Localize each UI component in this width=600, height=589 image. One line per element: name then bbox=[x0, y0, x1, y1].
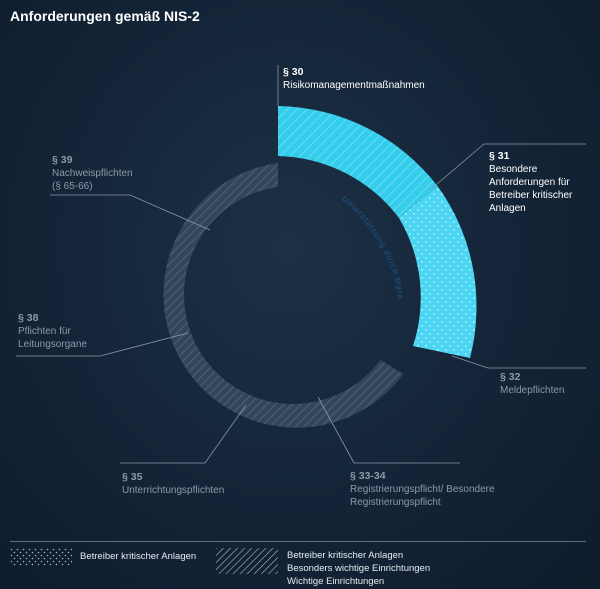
page-title: Anforderungen gemäß NIS-2 bbox=[10, 8, 200, 24]
label-s30-section: § 30 bbox=[283, 66, 304, 78]
label-s39-section: § 39 bbox=[52, 154, 73, 166]
legend-stripes-swatch bbox=[216, 548, 278, 574]
label-s39: § 39 Nachweispflichten (§ 65-66) bbox=[52, 154, 142, 193]
label-s38-section: § 38 bbox=[18, 312, 39, 324]
label-s3334-text: Registrierungspflicht/ Besondere Registr… bbox=[350, 484, 495, 508]
legend-divider bbox=[10, 541, 586, 542]
label-s38-text: Pflichten für Leitungsorgane bbox=[18, 326, 87, 350]
label-s35: § 35 Unterrichtungspflichten bbox=[122, 471, 224, 497]
leader-s3334 bbox=[317, 396, 460, 464]
legend-dots-label: Betreiber kritischer Anlagen bbox=[80, 551, 197, 562]
leader-s31 bbox=[429, 143, 586, 191]
nis2-diagram: Unterstützung durch Myra bbox=[16, 65, 586, 464]
label-s35-section: § 35 bbox=[122, 471, 143, 483]
label-s31: § 31 Besondere Anforderungen für Betreib… bbox=[489, 150, 589, 215]
label-s32: § 32 Meldepflichten bbox=[500, 371, 564, 397]
legend-stripes-line-1: Betreiber kritischer Anlagen bbox=[287, 550, 404, 561]
legend-stripes-line-3: Wichtige Einrichtungen bbox=[287, 576, 385, 587]
label-s32-section: § 32 bbox=[500, 371, 521, 383]
leader-s35 bbox=[120, 404, 247, 464]
leader-s32 bbox=[451, 355, 586, 369]
legend-stripes-line-2: Besonders wichtige Einrichtungen bbox=[287, 563, 431, 574]
label-s31-section: § 31 bbox=[489, 150, 510, 162]
label-s30-text: Risikomanagementmaßnahmen bbox=[283, 80, 425, 91]
label-s32-text: Meldepflichten bbox=[500, 385, 565, 396]
label-s38: § 38 Pflichten für Leitungsorgane bbox=[18, 312, 108, 351]
leader-s38 bbox=[16, 332, 189, 357]
leader-s39 bbox=[50, 194, 211, 231]
label-s3334-section: § 33-34 bbox=[350, 470, 386, 482]
label-s35-text: Unterrichtungspflichten bbox=[122, 485, 225, 496]
label-s31-text: Besondere Anforderungen für Betreiber kr… bbox=[489, 164, 573, 214]
legend-dots-swatch bbox=[10, 548, 72, 566]
label-s39-text: Nachweispflichten (§ 65-66) bbox=[52, 168, 133, 192]
label-s30: § 30 Risikomanagementmaßnahmen bbox=[283, 66, 425, 92]
segment-s30 bbox=[278, 106, 438, 218]
ring-grey bbox=[163, 163, 404, 428]
segment-s31 bbox=[399, 186, 477, 358]
label-s3334: § 33-34 Registrierungspflicht/ Besondere… bbox=[350, 470, 510, 509]
legend-stripes-labels: Betreiber kritischer Anlagen Besonders w… bbox=[287, 549, 430, 588]
